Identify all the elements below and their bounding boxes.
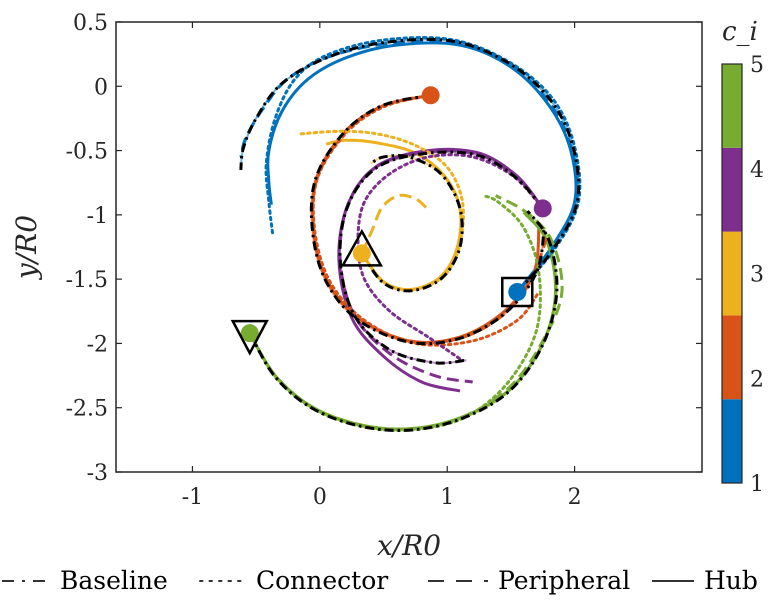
x-tick-label: -1	[182, 485, 203, 510]
trajectory-c1-dashdot	[239, 37, 581, 293]
colorbar: 1 2 3 4 5	[721, 53, 764, 497]
x-axis-label: x/R0	[377, 529, 441, 562]
y-tick-label: -2.5	[66, 397, 108, 422]
legend-label-solid: Hub	[704, 566, 758, 595]
trajectory-c3-solid	[325, 138, 463, 292]
colorbar-tick-label: 4	[750, 158, 764, 183]
y-tick-label: -1	[87, 204, 108, 229]
x-tick-label: 1	[440, 485, 454, 510]
colorbar-segment-1	[722, 399, 742, 483]
trajectory-c4-dashdot	[338, 150, 544, 365]
y-tick-label: 0.5	[73, 11, 108, 36]
colorbar-tick-label: 1	[750, 472, 764, 497]
y-tick-label: 0	[94, 75, 108, 100]
axis-layer: -1 0 1 2 0.5 0 -0.5 -1 -1.5 -2 -2.5 -3	[66, 11, 702, 510]
colorbar-tick-label: 3	[750, 263, 764, 288]
start-marker-c2	[421, 86, 440, 105]
y-tick-label: -3	[87, 461, 108, 486]
marker-layer	[230, 86, 552, 356]
colorbar-segment-3	[722, 231, 742, 316]
reference-triangle-down-marker	[230, 319, 269, 356]
legend-label-dotted: Connector	[256, 566, 388, 595]
trajectory-c2-dashdot	[309, 93, 546, 346]
colorbar-tick-label: 2	[750, 367, 764, 392]
colorbar-segment-5	[722, 64, 742, 148]
y-tick-label: -0.5	[66, 140, 108, 165]
start-marker-c3	[352, 244, 371, 263]
trajectory-c1-dotted	[264, 36, 582, 294]
y-tick-label: -2	[87, 332, 108, 357]
colorbar-tick-label: 5	[750, 53, 764, 78]
plot-frame	[115, 21, 703, 473]
reference-square-marker	[501, 276, 534, 308]
x-tick-label: 2	[568, 485, 582, 510]
start-marker-c5	[240, 324, 259, 343]
start-marker-c4	[533, 199, 552, 218]
legend: Baseline Connector Peripheral Hub	[2, 566, 758, 595]
colorbar-segment-4	[722, 147, 742, 232]
x-tick-label: 0	[313, 485, 327, 510]
y-tick-label: -1.5	[66, 268, 108, 293]
legend-label-dashed: Peripheral	[498, 566, 630, 595]
series-layer	[239, 36, 582, 432]
trajectory-c5-dashdot	[248, 210, 559, 432]
colorbar-title: c_i	[722, 17, 758, 47]
trajectory-c4-dotted	[356, 153, 545, 361]
trajectory-c3-dashed	[360, 193, 430, 255]
trajectory-c5-dashed	[248, 194, 564, 431]
trajectory-c5-dotted	[248, 194, 542, 432]
y-axis-label: y/R0	[10, 215, 43, 281]
colorbar-frame	[721, 63, 743, 484]
legend-label-dashdot: Baseline	[60, 566, 168, 595]
start-marker-c1	[508, 283, 527, 301]
reference-triangle-up-marker	[340, 228, 383, 267]
trajectory-c2-dotted	[311, 93, 541, 347]
colorbar-segment-2	[722, 315, 742, 400]
